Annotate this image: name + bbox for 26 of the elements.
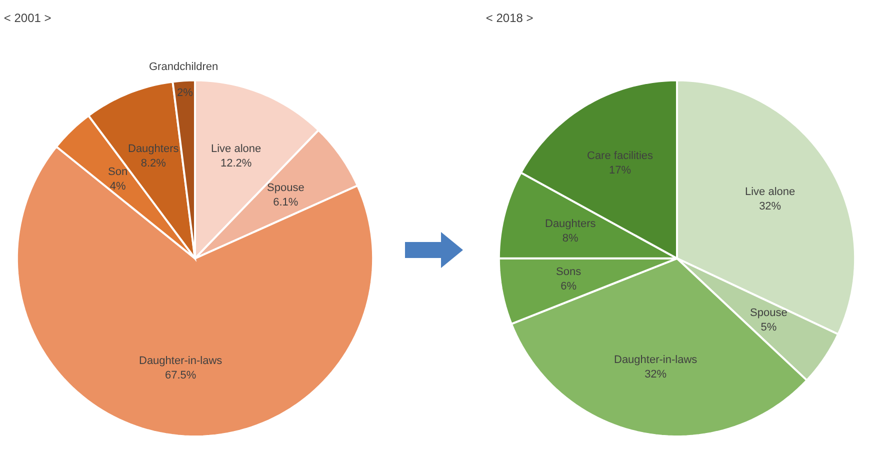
slice-label: Daughter-in-laws (614, 354, 698, 366)
slice-label: Daughter-in-laws (139, 355, 223, 367)
data-label: 32% (759, 200, 782, 212)
slice-label: Sons (556, 266, 582, 278)
data-label: 6.1% (273, 196, 298, 208)
slice-label: Son (108, 166, 128, 178)
slice-label: Spouse (267, 182, 304, 194)
data-label: 17% (609, 164, 632, 176)
data-label: 6% (560, 280, 577, 292)
data-label: 4% (110, 180, 126, 192)
slice-label: Grandchildren (149, 61, 218, 73)
data-label: 5% (760, 321, 777, 334)
data-label: 8% (562, 232, 579, 244)
data-label: 8.2% (140, 157, 166, 170)
slice-label: Care facilities (587, 150, 654, 162)
data-label: 67.5% (164, 369, 196, 382)
slice-label: Live alone (745, 186, 796, 198)
slice-label: Spouse (750, 307, 788, 319)
data-label: 32% (644, 368, 667, 380)
data-label: 2% (177, 87, 194, 99)
slice-label: Daughters (128, 143, 180, 155)
slice-label: Live alone (211, 143, 262, 155)
data-label: 12.2% (220, 157, 252, 170)
chart-title: < 2001 > (4, 11, 52, 26)
chart-title: < 2018 > (486, 11, 534, 26)
slice-label: Daughters (545, 218, 596, 230)
